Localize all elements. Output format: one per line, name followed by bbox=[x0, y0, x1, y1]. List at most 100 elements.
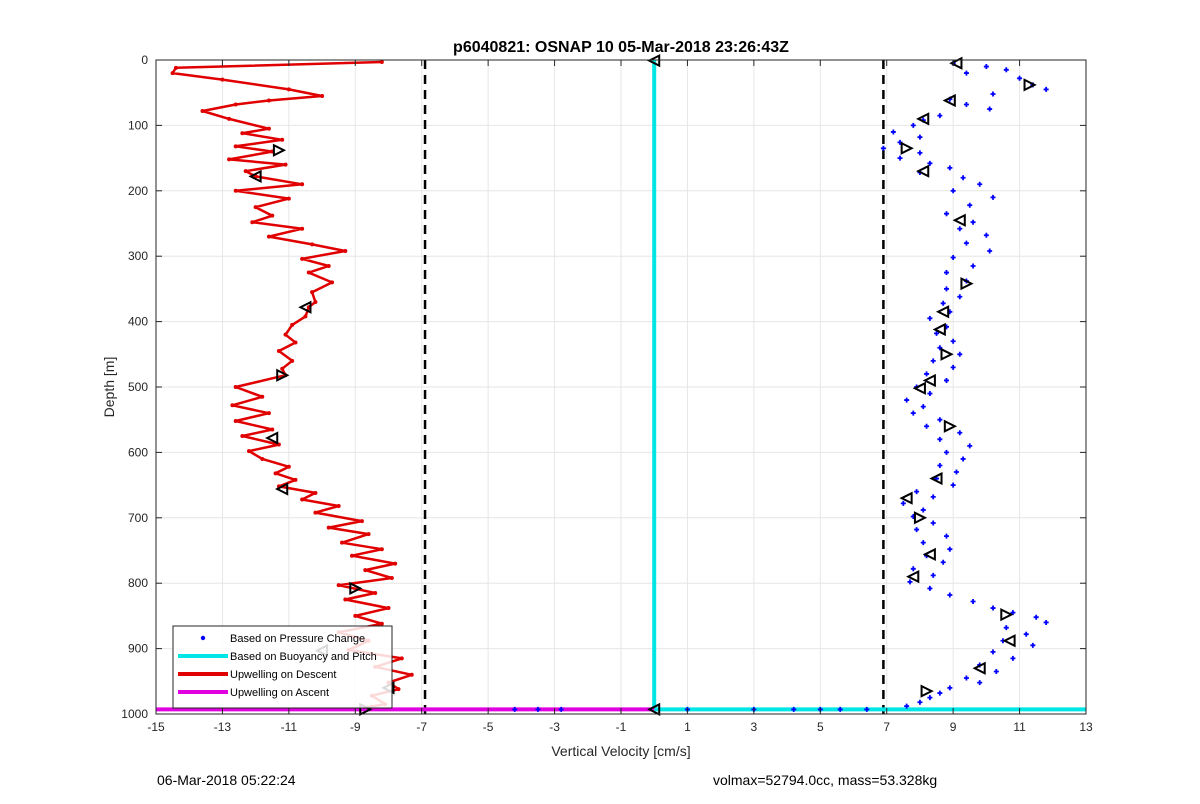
descent-point bbox=[399, 656, 404, 661]
descent-point bbox=[379, 59, 384, 64]
descent-point bbox=[283, 332, 288, 337]
pressure-point bbox=[953, 469, 959, 475]
descent-point bbox=[200, 109, 205, 114]
triangle-marker bbox=[935, 305, 950, 319]
pressure-point bbox=[944, 286, 949, 292]
descent-point bbox=[290, 358, 295, 363]
pressure-point bbox=[960, 175, 966, 181]
triangle-marker bbox=[349, 581, 363, 596]
pressure-point bbox=[950, 188, 956, 194]
descent-point bbox=[260, 456, 265, 461]
pressure-point bbox=[950, 255, 956, 261]
descent-point bbox=[240, 131, 245, 136]
descent-point bbox=[227, 116, 232, 121]
y-tick-label: 0 bbox=[141, 53, 148, 67]
triangle-marker bbox=[972, 661, 986, 675]
descent-point bbox=[233, 102, 238, 107]
triangle-marker bbox=[929, 471, 943, 486]
pressure-point bbox=[990, 91, 996, 97]
pressure-point bbox=[535, 706, 541, 712]
descent-point bbox=[379, 547, 384, 552]
descent-point bbox=[300, 256, 305, 261]
x-tick-label: -9 bbox=[350, 720, 361, 734]
pressure-point bbox=[864, 706, 870, 712]
descent-point bbox=[220, 77, 225, 82]
pressure-point bbox=[907, 579, 913, 585]
descent-point bbox=[286, 196, 291, 201]
y-tick-label: 500 bbox=[128, 380, 148, 394]
pressure-point bbox=[927, 160, 933, 166]
descent-point bbox=[266, 411, 271, 416]
descent-point bbox=[300, 226, 305, 231]
pressure-point bbox=[937, 345, 943, 351]
descent-point bbox=[310, 290, 315, 295]
legend-label: Upwelling on Descent bbox=[230, 669, 336, 681]
pressure-point bbox=[558, 706, 564, 712]
descent-point bbox=[293, 477, 298, 482]
descent-point bbox=[227, 157, 232, 162]
pressure-point bbox=[957, 430, 963, 436]
pressure-point bbox=[990, 194, 996, 200]
x-tick-label: -13 bbox=[214, 720, 232, 734]
pressure-point bbox=[983, 64, 989, 70]
descent-point bbox=[266, 126, 271, 131]
pressure-point bbox=[963, 675, 969, 681]
triangle-marker bbox=[922, 547, 936, 562]
descent-point bbox=[270, 427, 275, 432]
descent-point bbox=[280, 366, 285, 371]
triangle-marker bbox=[932, 322, 946, 337]
pressure-point bbox=[917, 134, 923, 140]
descent-point bbox=[336, 583, 341, 588]
footer-info: volmax=52794.0cc, mass=53.328kg bbox=[713, 772, 938, 788]
descent-point bbox=[336, 504, 341, 509]
pressure-point bbox=[950, 364, 956, 370]
pressure-point bbox=[900, 500, 906, 506]
upwelling-descent-line bbox=[171, 60, 414, 709]
y-tick-label: 200 bbox=[128, 184, 148, 198]
descent-point bbox=[233, 188, 238, 193]
triangle-marker bbox=[646, 54, 661, 68]
descent-point bbox=[326, 264, 331, 269]
descent-point bbox=[379, 621, 384, 626]
y-axis-label: Depth [m] bbox=[101, 357, 117, 418]
triangle-marker bbox=[960, 277, 974, 291]
descent-point bbox=[326, 525, 331, 530]
x-tick-label: 9 bbox=[950, 720, 957, 734]
descent-point bbox=[349, 553, 354, 558]
pressure-point bbox=[920, 540, 926, 546]
x-tick-label: 1 bbox=[684, 720, 691, 734]
y-tick-label: 700 bbox=[128, 511, 148, 525]
pressure-point bbox=[990, 605, 996, 611]
pressure-point bbox=[937, 417, 943, 423]
triangle-marker bbox=[646, 702, 661, 717]
pressure-point bbox=[910, 566, 916, 572]
pressure-point bbox=[987, 106, 993, 112]
triangle-marker bbox=[912, 381, 926, 395]
pressure-point bbox=[957, 351, 963, 357]
pressure-point bbox=[1030, 642, 1036, 648]
descent-point bbox=[270, 213, 275, 218]
pressure-point bbox=[940, 559, 946, 565]
descent-point bbox=[386, 606, 391, 611]
triangle-marker bbox=[943, 419, 958, 433]
legend-label: Upwelling on Ascent bbox=[230, 687, 329, 699]
descent-point bbox=[313, 510, 318, 515]
pressure-point bbox=[937, 462, 943, 468]
pressure-point bbox=[927, 391, 933, 397]
pressure-point bbox=[930, 520, 936, 526]
pressure-point bbox=[927, 585, 933, 591]
descent-point bbox=[286, 87, 291, 92]
legend-label: Based on Pressure Change bbox=[230, 633, 365, 645]
pressure-point bbox=[947, 165, 953, 171]
pressure-point bbox=[934, 330, 940, 336]
pressure-point bbox=[950, 482, 956, 488]
descent-point bbox=[340, 540, 344, 545]
pressure-point bbox=[924, 371, 930, 377]
y-tick-label: 900 bbox=[128, 642, 148, 656]
descent-point bbox=[300, 497, 305, 502]
x-tick-label: 3 bbox=[751, 720, 758, 734]
pressure-point bbox=[970, 263, 976, 269]
triangle-marker bbox=[942, 93, 956, 108]
descent-point bbox=[283, 162, 288, 167]
